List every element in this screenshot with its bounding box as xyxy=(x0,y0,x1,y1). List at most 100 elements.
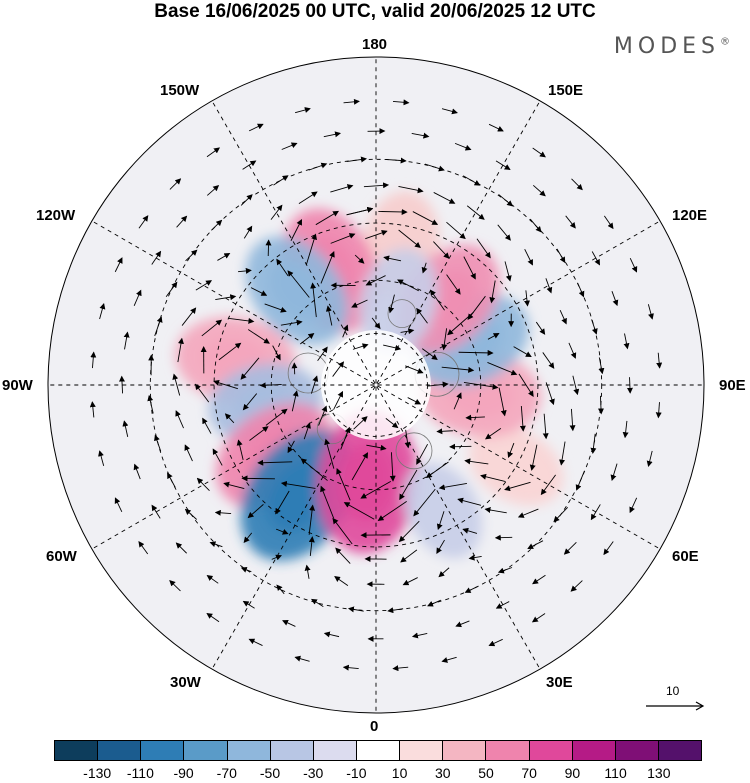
colorbar-swatch xyxy=(658,741,702,760)
wind-arrow xyxy=(411,132,430,139)
wind-arrow xyxy=(257,459,293,466)
lon-label-60w: 60W xyxy=(46,548,77,565)
wind-arrow xyxy=(441,328,448,351)
wind-arrow xyxy=(489,280,496,304)
wind-arrow xyxy=(513,346,532,358)
colorbar-tick-label: 90 xyxy=(564,765,581,781)
wind-arrow xyxy=(218,342,242,361)
wind-arrow xyxy=(488,638,503,647)
wind-arrow xyxy=(532,184,546,197)
wind-arrow xyxy=(209,541,223,548)
wind-arrow xyxy=(446,274,461,295)
wind-arrow xyxy=(487,362,518,376)
wind-arrow xyxy=(626,377,633,394)
wind-arrow xyxy=(151,250,162,265)
wind-arrow xyxy=(340,426,351,450)
wind-arrow xyxy=(308,162,328,171)
colorbar-swatch xyxy=(227,741,271,760)
wind-arrow xyxy=(196,477,210,491)
colorbar-swatch xyxy=(184,741,228,760)
wind-arrow xyxy=(466,205,485,220)
wind-arrow xyxy=(335,547,351,564)
reference-vector-label: 10 xyxy=(666,684,680,698)
meridian-line xyxy=(377,385,661,550)
colorbar-swatch xyxy=(55,741,99,760)
wind-arrow xyxy=(590,433,597,454)
wind-arrow xyxy=(397,279,420,292)
wind-arrow xyxy=(90,351,97,369)
wind-arrow xyxy=(433,192,456,204)
wind-arrow xyxy=(342,664,359,671)
wind-arrow xyxy=(449,443,472,450)
wind-arrow xyxy=(468,554,482,561)
wind-arrow xyxy=(371,317,381,330)
wind-arrow xyxy=(133,289,142,307)
wind-arrow xyxy=(172,373,181,396)
wind-arrow xyxy=(195,280,213,291)
graticule xyxy=(48,57,704,713)
wind-arrow xyxy=(249,426,269,441)
wind-arrow xyxy=(529,218,542,233)
wind-arrow xyxy=(545,382,555,406)
wind-arrow xyxy=(154,316,163,337)
wind-arrow xyxy=(333,390,343,410)
wind-arrow xyxy=(610,463,618,482)
wind-arrow xyxy=(540,474,556,496)
wind-arrow xyxy=(206,147,221,158)
wind-arrow xyxy=(325,305,333,326)
wind-arrow xyxy=(532,574,546,585)
wind-arrow xyxy=(323,131,342,138)
wind-arrow xyxy=(281,142,298,150)
anomaly-core-alaska-low xyxy=(268,260,325,321)
wind-arrow xyxy=(378,208,408,215)
wind-arrow xyxy=(114,497,123,513)
wind-vectors xyxy=(89,98,663,672)
lon-label-120w: 120W xyxy=(36,207,76,224)
wind-arrow xyxy=(518,373,534,397)
wind-arrow xyxy=(276,258,289,277)
wind-arrow xyxy=(282,620,296,627)
wind-arrow xyxy=(484,507,507,514)
wind-arrow xyxy=(287,440,295,454)
wind-arrow xyxy=(287,270,310,298)
wind-arrow xyxy=(217,253,231,261)
wind-arrow xyxy=(165,281,178,298)
wind-arrow xyxy=(563,542,577,555)
wind-arrow xyxy=(577,282,585,298)
wind-arrow xyxy=(524,249,533,266)
wind-arrow xyxy=(531,613,546,623)
wind-arrow xyxy=(365,230,388,240)
wind-arrow xyxy=(214,509,232,516)
wind-arrow xyxy=(330,184,354,193)
wind-arrow xyxy=(545,278,553,294)
wind-arrow xyxy=(392,665,409,672)
wind-arrow xyxy=(464,458,489,465)
wind-arrow xyxy=(247,504,264,519)
wind-arrow xyxy=(436,539,445,554)
map-title: Base 16/06/2025 00 UTC, valid 20/06/2025… xyxy=(154,1,596,22)
wind-arrow xyxy=(238,267,252,274)
colorbar-swatch xyxy=(270,741,314,760)
wind-arrow xyxy=(275,528,289,535)
wind-arrow xyxy=(114,257,123,273)
wind-arrow xyxy=(559,441,566,466)
map-border xyxy=(47,56,705,714)
wind-arrow xyxy=(411,632,428,639)
wind-arrow xyxy=(169,580,181,592)
wind-arrow xyxy=(310,375,319,394)
wind-arrow xyxy=(598,357,605,375)
wind-arrow xyxy=(570,580,583,592)
wind-arrow xyxy=(223,481,245,489)
colorbar-tick-label: 30 xyxy=(435,765,451,781)
wind-arrow xyxy=(623,333,630,350)
wind-arrow xyxy=(498,387,507,417)
wind-arrow xyxy=(455,620,470,628)
lon-label-150e: 150E xyxy=(548,82,584,99)
wind-arrow xyxy=(346,206,374,216)
wind-arrow xyxy=(532,147,546,158)
wind-arrow xyxy=(201,319,223,337)
brand-registered-mark: ® xyxy=(720,36,730,48)
colorbar-ticks: -130 -110 -90 -70 -50 -30 -10 10 30 50 70 90 110 130 xyxy=(54,765,702,783)
wind-arrow xyxy=(181,307,197,326)
